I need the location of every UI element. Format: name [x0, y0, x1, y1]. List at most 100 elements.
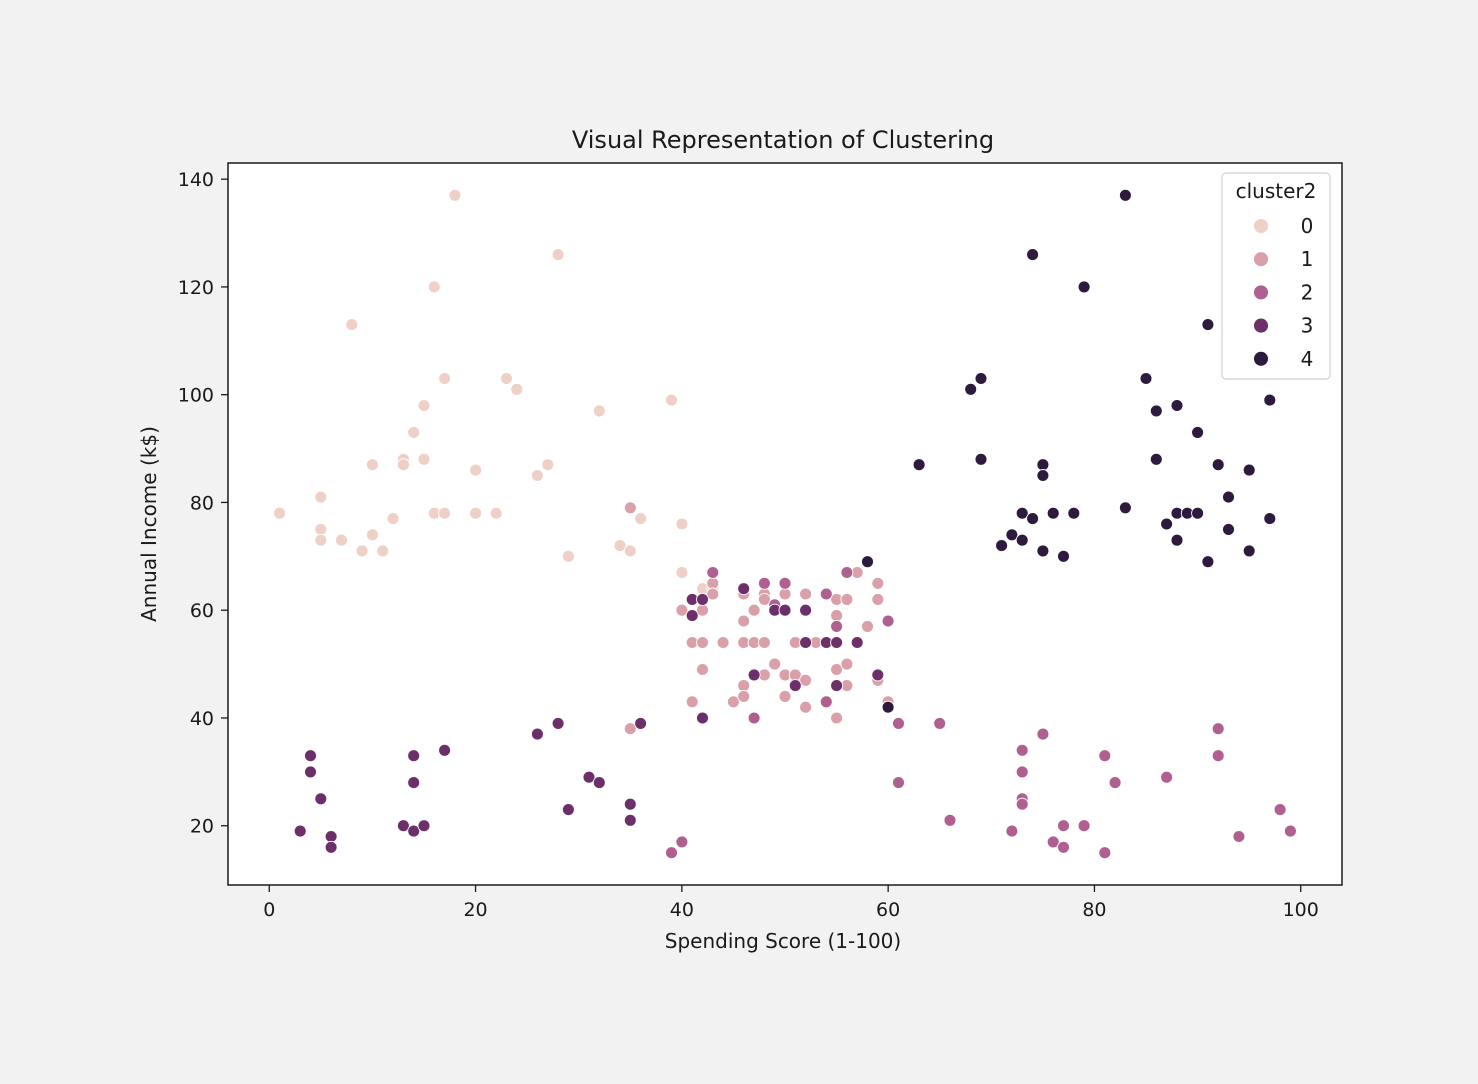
data-point-cluster-2: [1232, 830, 1246, 843]
data-point-cluster-2: [933, 716, 947, 730]
data-point-cluster-0: [438, 506, 452, 520]
data-point-cluster-1: [737, 679, 751, 693]
data-point-cluster-2: [1005, 824, 1019, 838]
data-point-cluster-4: [1201, 318, 1215, 332]
data-point-cluster-1: [830, 609, 844, 623]
data-point-cluster-3: [788, 679, 802, 693]
legend-label-1: 1: [1301, 247, 1314, 271]
data-point-cluster-4: [861, 555, 874, 569]
data-point-cluster-3: [407, 776, 421, 790]
legend-label-2: 2: [1301, 280, 1314, 304]
data-point-cluster-4: [1160, 517, 1174, 531]
data-point-cluster-3: [871, 668, 885, 682]
data-point-cluster-0: [314, 522, 328, 536]
data-point-cluster-2: [706, 566, 720, 579]
legend-label-0: 0: [1301, 214, 1314, 238]
data-point-cluster-2: [1015, 743, 1029, 757]
data-point-cluster-3: [407, 749, 421, 763]
y-tick-label: 120: [178, 277, 214, 299]
data-point-cluster-0: [335, 533, 348, 547]
data-point-cluster-2: [1057, 840, 1070, 854]
data-point-cluster-2: [1098, 846, 1112, 860]
data-point-cluster-0: [314, 533, 328, 547]
data-point-cluster-2: [747, 711, 761, 725]
data-point-cluster-4: [1222, 490, 1235, 504]
data-point-cluster-4: [964, 382, 978, 396]
data-point-cluster-0: [386, 512, 400, 526]
data-point-cluster-0: [634, 512, 648, 526]
legend-entries: 0 1 2 3 4: [1253, 214, 1314, 371]
data-point-cluster-4: [1139, 372, 1153, 385]
data-point-cluster-4: [912, 458, 926, 472]
data-point-cluster-2: [1108, 776, 1122, 790]
data-point-cluster-4: [1222, 522, 1235, 536]
data-point-cluster-1: [830, 711, 844, 725]
data-point-cluster-0: [665, 393, 678, 407]
data-point-cluster-4: [1005, 528, 1019, 542]
data-point-cluster-3: [407, 824, 421, 838]
data-point-cluster-0: [345, 318, 359, 332]
data-point-cluster-2: [892, 716, 905, 730]
data-point-cluster-2: [665, 846, 678, 860]
data-point-cluster-0: [417, 399, 431, 412]
data-point-cluster-4: [1191, 425, 1205, 439]
data-point-cluster-1: [685, 695, 699, 709]
data-point-cluster-1: [737, 689, 751, 703]
data-point-cluster-1: [757, 636, 771, 649]
data-point-cluster-2: [819, 587, 833, 601]
data-point-cluster-0: [675, 566, 689, 579]
data-point-cluster-3: [551, 716, 565, 730]
data-point-cluster-4: [1067, 506, 1081, 520]
data-point-cluster-3: [850, 636, 864, 649]
data-point-cluster-4: [1170, 399, 1184, 412]
chart-title: Visual Representation of Clustering: [572, 126, 994, 154]
y-tick-label: 140: [178, 169, 214, 191]
data-point-cluster-3: [623, 797, 637, 811]
data-point-cluster-0: [365, 458, 379, 472]
data-point-cluster-2: [881, 614, 895, 628]
data-point-cluster-1: [726, 695, 740, 709]
data-point-cluster-0: [355, 544, 369, 558]
legend-title: cluster2: [1236, 179, 1317, 203]
data-point-cluster-0: [561, 549, 575, 563]
data-point-cluster-1: [871, 576, 885, 590]
data-point-cluster-4: [1242, 463, 1256, 477]
data-point-cluster-0: [273, 506, 287, 520]
x-axis-ticks: 0 20 40 60 80 100: [263, 885, 1319, 921]
data-point-cluster-0: [613, 539, 627, 553]
data-point-cluster-4: [1036, 544, 1050, 558]
data-point-cluster-4: [1118, 501, 1132, 515]
data-point-cluster-3: [799, 603, 813, 617]
data-point-cluster-2: [1036, 727, 1050, 741]
data-point-cluster-1: [799, 700, 813, 714]
x-tick-label: 20: [463, 899, 487, 921]
x-tick-label: 100: [1283, 899, 1319, 921]
data-point-cluster-0: [365, 528, 379, 542]
data-point-cluster-4: [1077, 280, 1091, 294]
x-tick-label: 40: [670, 899, 694, 921]
data-point-cluster-2: [819, 695, 833, 709]
legend-marker-2: [1253, 284, 1269, 301]
data-point-cluster-2: [778, 576, 792, 590]
data-point-cluster-0: [592, 404, 606, 418]
legend-label-3: 3: [1301, 314, 1314, 338]
data-point-cluster-0: [396, 458, 410, 472]
data-point-cluster-3: [737, 582, 751, 596]
data-point-cluster-0: [376, 544, 390, 558]
data-point-cluster-3: [685, 609, 699, 623]
y-tick-label: 100: [178, 385, 214, 407]
data-point-cluster-0: [469, 506, 483, 520]
legend-marker-0: [1253, 218, 1269, 234]
data-point-cluster-4: [1211, 458, 1225, 472]
data-point-cluster-1: [757, 592, 771, 606]
y-tick-label: 80: [190, 492, 214, 514]
data-point-cluster-3: [438, 743, 452, 757]
plot-area: [228, 163, 1342, 885]
data-point-cluster-0: [489, 506, 503, 520]
data-point-cluster-0: [510, 382, 524, 396]
data-point-cluster-2: [1015, 797, 1029, 811]
data-point-cluster-2: [1046, 835, 1060, 849]
data-point-cluster-2: [1015, 765, 1029, 779]
data-point-cluster-4: [974, 452, 988, 466]
y-axis-label: Annual Income (k$): [137, 426, 161, 622]
